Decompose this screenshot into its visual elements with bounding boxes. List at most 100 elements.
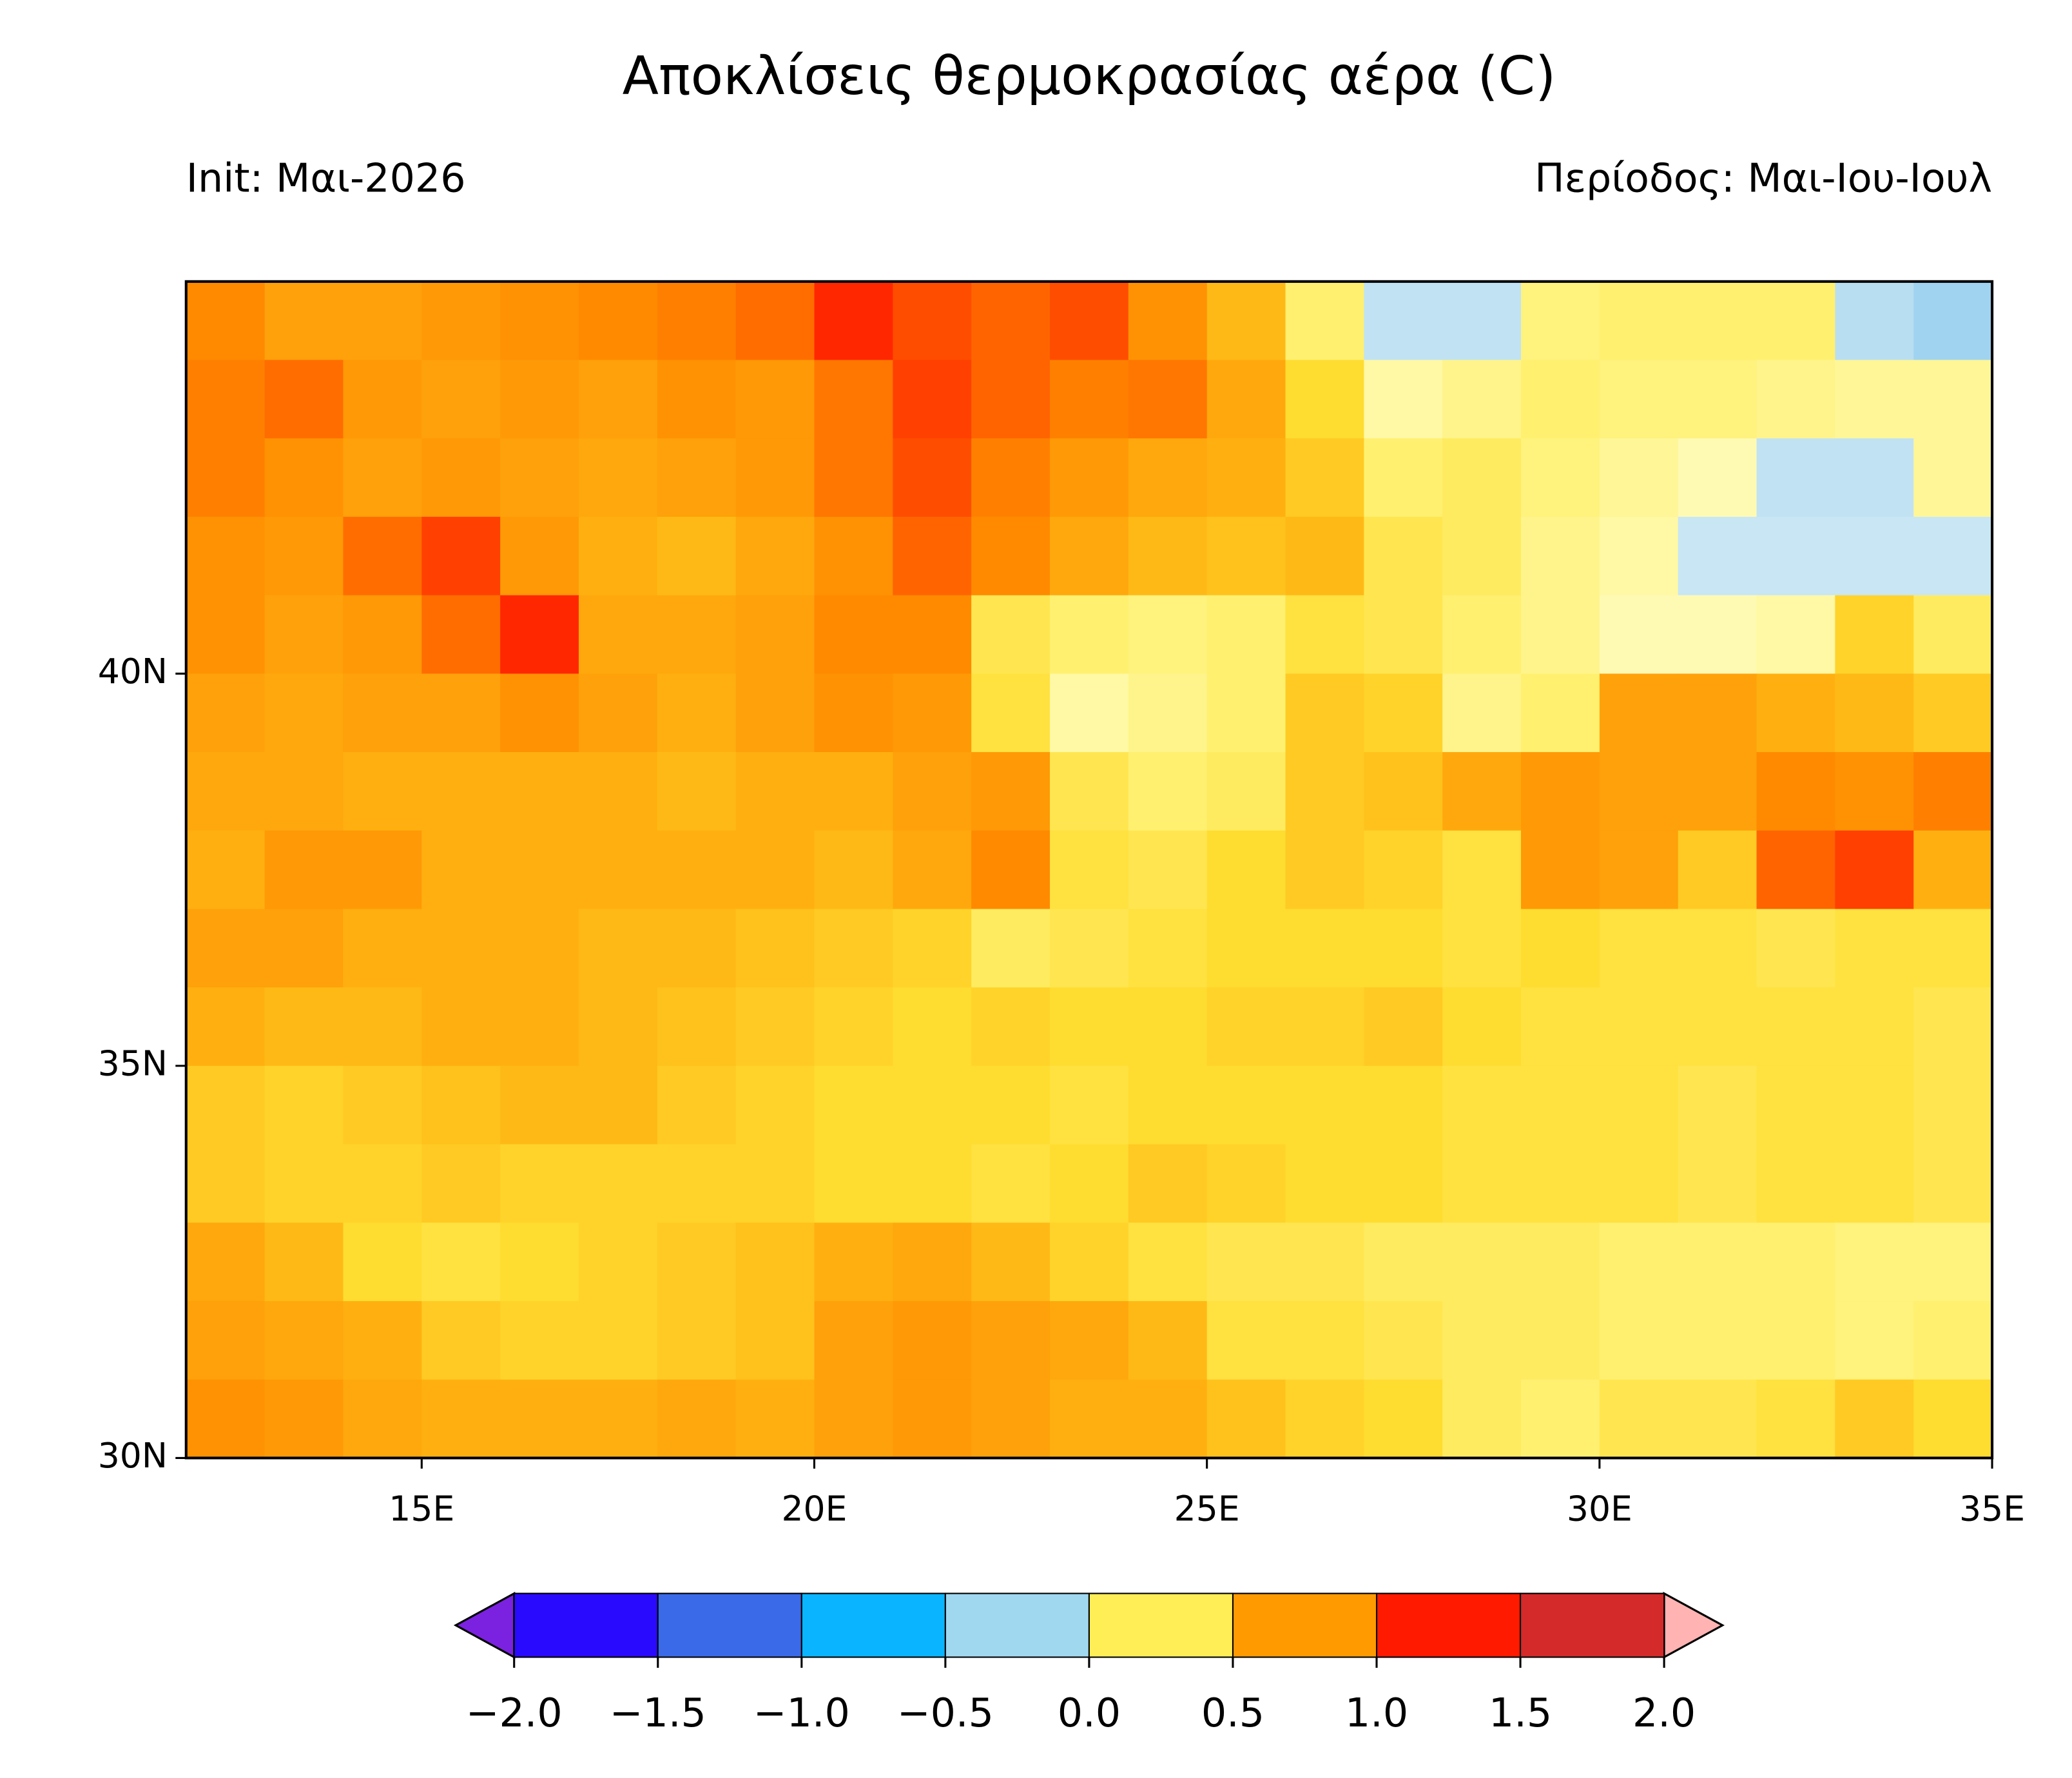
colorbar-tick-label: −1.5	[610, 1690, 706, 1736]
colorbar-segment	[1088, 1592, 1234, 1658]
grid-cell	[893, 1144, 973, 1224]
grid-cell	[1206, 1144, 1286, 1224]
grid-cell	[1521, 1379, 1601, 1459]
grid-cell	[893, 1379, 973, 1459]
grid-cell	[1050, 1144, 1130, 1224]
grid-cell	[814, 987, 894, 1067]
grid-cell	[186, 1144, 266, 1224]
colorbar-segment	[1520, 1592, 1665, 1658]
grid-cell	[893, 360, 973, 440]
grid-cell	[971, 1379, 1051, 1459]
grid-cell	[735, 516, 815, 596]
grid-cell	[186, 1379, 266, 1459]
grid-cell	[500, 1065, 580, 1145]
grid-cell	[657, 830, 737, 910]
grid-cell	[657, 516, 737, 596]
grid-cell	[1756, 1301, 1836, 1380]
grid-cell	[186, 830, 266, 910]
grid-cell	[1128, 1301, 1208, 1380]
grid-cell	[814, 1222, 894, 1302]
grid-cell	[814, 752, 894, 832]
grid-cell	[1599, 360, 1679, 440]
grid-cell	[1521, 1301, 1601, 1380]
grid-cell	[578, 438, 659, 518]
axes: 15E 20E 25E 30E 35E 30N 35N 40N	[98, 280, 2025, 1529]
grid-cell	[578, 595, 659, 675]
grid-cell	[735, 830, 815, 910]
grid-cell	[1206, 1065, 1286, 1145]
y-tick-label: 30N	[98, 1435, 168, 1476]
grid-cell	[343, 1301, 423, 1380]
grid-cell	[343, 909, 423, 989]
grid-cell	[343, 438, 423, 518]
grid-cell	[578, 909, 659, 989]
grid-cell	[1678, 1379, 1757, 1459]
grid-cell	[1050, 281, 1130, 361]
grid-cell	[500, 438, 580, 518]
grid-cell	[971, 516, 1051, 596]
grid-cell	[893, 438, 973, 518]
grid-cell	[1756, 909, 1836, 989]
grid-cell	[500, 516, 580, 596]
grid-cell	[1050, 595, 1130, 675]
grid-cell	[1756, 1379, 1836, 1459]
grid-cell	[1285, 1144, 1365, 1224]
grid-cell	[343, 281, 423, 361]
grid-cell	[1285, 909, 1365, 989]
grid-cell	[1913, 752, 1993, 832]
grid-cell	[971, 909, 1051, 989]
grid-cell	[1913, 830, 1993, 910]
grid-cell	[343, 752, 423, 832]
grid-cell	[1521, 830, 1601, 910]
grid-cell	[1913, 1301, 1993, 1380]
grid-cell	[1599, 830, 1679, 910]
grid-cell	[657, 1301, 737, 1380]
grid-cell	[1206, 673, 1286, 753]
grid-cell	[1756, 516, 1836, 596]
grid-cell	[735, 438, 815, 518]
grid-cell	[814, 595, 894, 675]
grid-cell	[186, 438, 266, 518]
grid-cell	[657, 673, 737, 753]
grid-cell	[1364, 909, 1444, 989]
grid-cell	[186, 1222, 266, 1302]
grid-cell	[421, 1222, 501, 1302]
grid-cell	[578, 1144, 659, 1224]
grid-cell	[343, 1379, 423, 1459]
colorbar-tick-label: 1.5	[1489, 1690, 1552, 1736]
grid-cell	[1599, 438, 1679, 518]
grid-cell	[264, 1065, 344, 1145]
grid-cell	[814, 830, 894, 910]
grid-cell	[971, 438, 1051, 518]
grid-cell	[1364, 360, 1444, 440]
grid-cell	[1521, 438, 1601, 518]
grid-cell	[1364, 1144, 1444, 1224]
grid-cell	[343, 516, 423, 596]
grid-cell	[1442, 360, 1522, 440]
grid-cell	[578, 1222, 659, 1302]
grid-cell	[971, 281, 1051, 361]
grid-cell	[264, 1222, 344, 1302]
grid-cell	[500, 1301, 580, 1380]
grid-cell	[1364, 1301, 1444, 1380]
grid-cell	[421, 909, 501, 989]
grid-cell	[343, 1222, 423, 1302]
grid-cell	[343, 987, 423, 1067]
grid-cell	[264, 830, 344, 910]
grid-cell	[1913, 1065, 1993, 1145]
grid-cell	[186, 281, 266, 361]
grid-cell	[1050, 673, 1130, 753]
grid-cell	[1285, 673, 1365, 753]
grid-cell	[1756, 1065, 1836, 1145]
grid-cell	[1835, 516, 1915, 596]
chart-title: Αποκλίσεις θερμοκρασίας αέρα (C)	[623, 46, 1556, 107]
grid-cell	[657, 438, 737, 518]
grid-cell	[1835, 1222, 1915, 1302]
grid-cell	[186, 673, 266, 753]
grid-cell	[1913, 438, 1993, 518]
grid-cell	[1756, 595, 1836, 675]
grid-cell	[1442, 438, 1522, 518]
grid-cell	[1678, 752, 1757, 832]
grid-cell	[1128, 1144, 1208, 1224]
